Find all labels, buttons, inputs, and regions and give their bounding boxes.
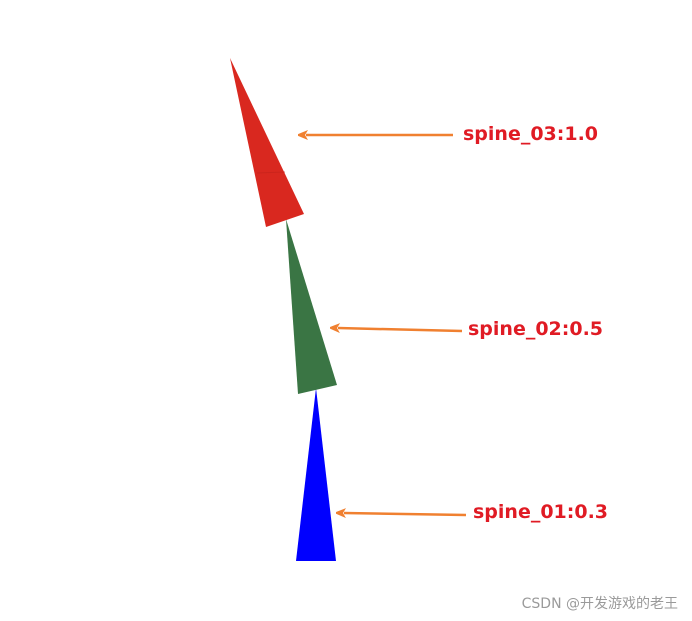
spine-03-label: spine_03:1.0 [463,123,598,145]
spine-03-joint-seam [256,171,286,174]
spine-02-bone [286,219,337,394]
spine-02-arrow [338,328,463,331]
spine-02-label: spine_02:0.5 [468,318,603,340]
spine-01-arrow [344,513,467,515]
spine-01-bone [296,388,336,561]
spine-03-bone [230,58,304,227]
spine-01-label: spine_01:0.3 [473,501,608,523]
watermark: CSDN @开发游戏的老王 [521,596,678,612]
